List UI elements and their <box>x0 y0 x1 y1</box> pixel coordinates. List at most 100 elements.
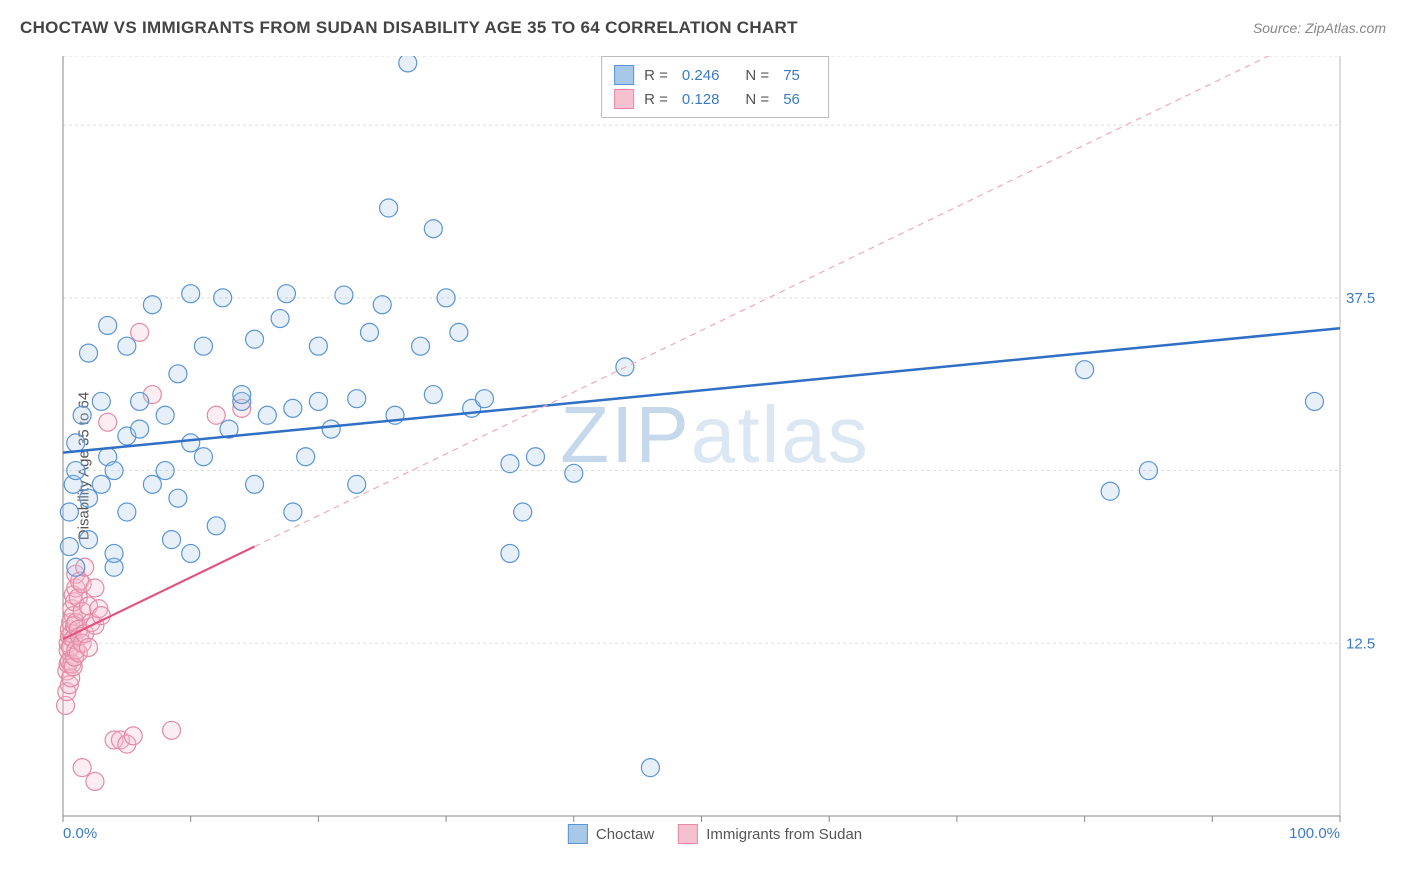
data-point <box>60 538 78 556</box>
svg-text:0.0%: 0.0% <box>63 825 97 842</box>
n-label: N = <box>745 91 769 108</box>
data-point <box>233 386 251 404</box>
data-point <box>246 475 264 493</box>
legend-label: Choctaw <box>596 826 654 843</box>
series-legend: Choctaw Immigrants from Sudan <box>568 824 862 844</box>
legend-row-2: R = 0.128 N = 56 <box>614 87 816 111</box>
n-value: 75 <box>783 67 800 84</box>
data-point <box>258 406 276 424</box>
data-point <box>118 503 136 521</box>
legend-row-1: R = 0.246 N = 75 <box>614 63 816 87</box>
data-point <box>156 462 174 480</box>
data-point <box>105 544 123 562</box>
legend-label: Immigrants from Sudan <box>706 826 862 843</box>
r-label: R = <box>644 67 668 84</box>
data-point <box>73 406 91 424</box>
data-point <box>80 344 98 362</box>
data-point <box>424 220 442 238</box>
n-label: N = <box>745 67 769 84</box>
data-point <box>60 503 78 521</box>
data-point <box>297 448 315 466</box>
data-point <box>182 285 200 303</box>
data-point <box>309 337 327 355</box>
data-point <box>182 544 200 562</box>
legend-swatch-pink <box>678 824 698 844</box>
data-point <box>92 475 110 493</box>
data-point <box>214 289 232 307</box>
data-point <box>246 330 264 348</box>
legend-swatch-blue <box>614 65 634 85</box>
data-point <box>501 544 519 562</box>
data-point <box>450 323 468 341</box>
legend-item-choctaw: Choctaw <box>568 824 654 844</box>
data-point <box>277 285 295 303</box>
data-point <box>1101 482 1119 500</box>
data-point <box>92 392 110 410</box>
data-point <box>194 448 212 466</box>
data-point <box>373 296 391 314</box>
r-label: R = <box>644 91 668 108</box>
scatter-chart: 12.5% 37.5% 0.0% 100.0% <box>55 56 1375 846</box>
data-point <box>99 316 117 334</box>
data-point <box>565 464 583 482</box>
data-point <box>143 296 161 314</box>
data-point <box>118 337 136 355</box>
data-point <box>67 434 85 452</box>
data-point <box>67 558 85 576</box>
data-point <box>526 448 544 466</box>
data-point <box>105 462 123 480</box>
data-point <box>86 579 104 597</box>
source-attribution: Source: ZipAtlas.com <box>1253 20 1386 36</box>
data-point <box>169 489 187 507</box>
data-point <box>1076 361 1094 379</box>
legend-swatch-pink <box>614 89 634 109</box>
data-point <box>641 759 659 777</box>
data-point <box>194 337 212 355</box>
data-point <box>182 434 200 452</box>
data-point <box>424 386 442 404</box>
trend-line-extended <box>255 56 1340 547</box>
data-point <box>1139 462 1157 480</box>
data-point <box>1305 392 1323 410</box>
svg-text:100.0%: 100.0% <box>1289 825 1340 842</box>
data-point <box>86 772 104 790</box>
data-point <box>412 337 430 355</box>
data-point <box>399 56 417 72</box>
data-point <box>514 503 532 521</box>
data-point <box>131 323 149 341</box>
data-point <box>284 503 302 521</box>
data-point <box>99 413 117 431</box>
r-value: 0.128 <box>682 91 720 108</box>
data-point <box>156 406 174 424</box>
data-point <box>501 455 519 473</box>
data-point <box>67 462 85 480</box>
data-point <box>80 638 98 656</box>
data-point <box>169 365 187 383</box>
legend-swatch-blue <box>568 824 588 844</box>
chart-container: Disability Age 35 to 64 ZIPatlas 12.5%37… <box>0 46 1406 886</box>
r-value: 0.246 <box>682 67 720 84</box>
data-point <box>284 399 302 417</box>
legend-item-sudan: Immigrants from Sudan <box>678 824 862 844</box>
data-point <box>143 475 161 493</box>
data-point <box>131 420 149 438</box>
data-point <box>322 420 340 438</box>
data-point <box>124 727 142 745</box>
data-point <box>360 323 378 341</box>
data-point <box>207 406 225 424</box>
n-value: 56 <box>783 91 800 108</box>
data-point <box>80 531 98 549</box>
data-point <box>163 531 181 549</box>
plot-area: ZIPatlas 12.5%37.5%0.0%100.0% R = 0.246 … <box>55 56 1375 846</box>
data-point <box>309 392 327 410</box>
svg-text:37.5%: 37.5% <box>1346 290 1375 307</box>
header: CHOCTAW VS IMMIGRANTS FROM SUDAN DISABIL… <box>0 0 1406 46</box>
chart-title: CHOCTAW VS IMMIGRANTS FROM SUDAN DISABIL… <box>20 18 798 38</box>
data-point <box>475 390 493 408</box>
correlation-legend: R = 0.246 N = 75 R = 0.128 N = 56 <box>601 56 829 118</box>
data-point <box>131 392 149 410</box>
data-point <box>335 286 353 304</box>
svg-text:12.5%: 12.5% <box>1346 635 1375 652</box>
data-point <box>80 489 98 507</box>
data-point <box>92 607 110 625</box>
